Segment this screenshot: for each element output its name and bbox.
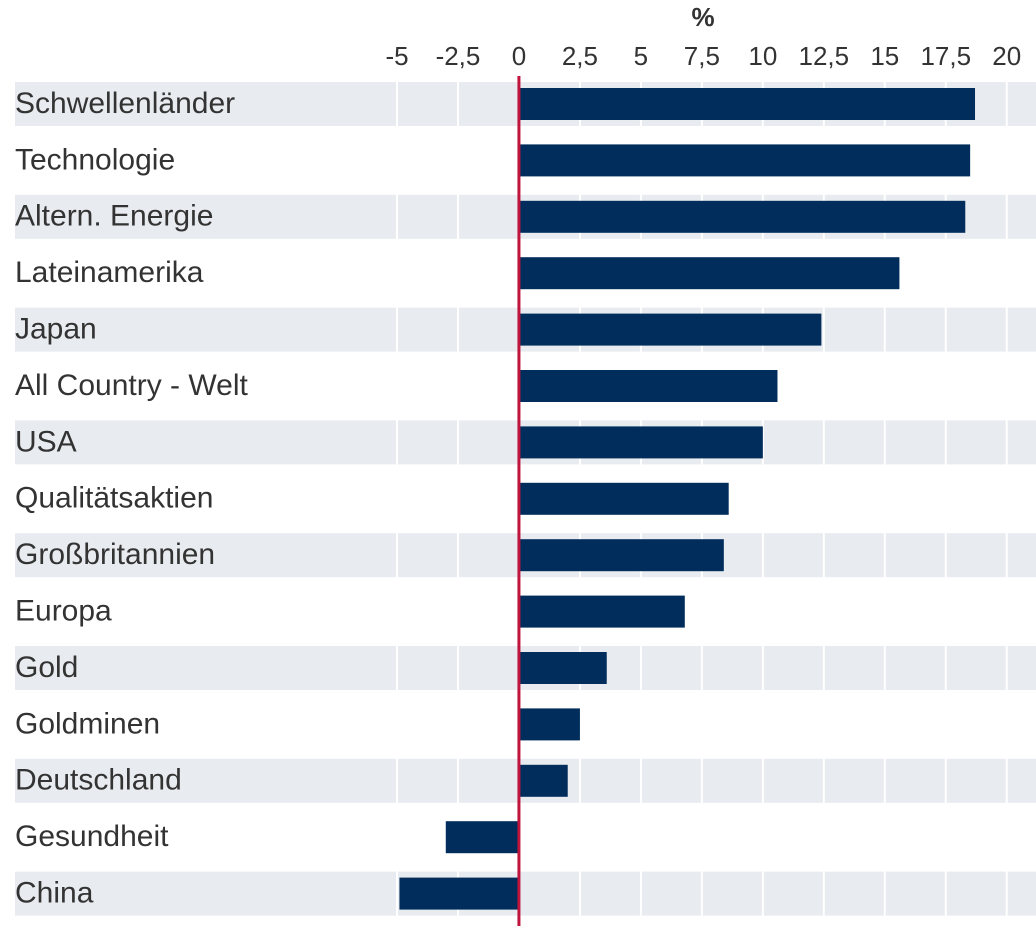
y-tick-label: Technologie [15, 143, 175, 176]
x-tick-label: 17,5 [920, 41, 971, 71]
x-tick-label: 7,5 [684, 41, 720, 71]
y-tick-label: Schwellenländer [15, 87, 235, 120]
x-tick-label: 10 [748, 41, 777, 71]
chart-title: % [691, 2, 714, 32]
bar [518, 652, 607, 684]
bar [518, 426, 763, 459]
bar [518, 708, 580, 741]
y-tick-label: Goldminen [15, 707, 160, 740]
bar [518, 313, 822, 346]
y-tick-label: Altern. Energie [15, 200, 213, 233]
x-tick-label: -2,5 [436, 41, 481, 71]
bar [518, 200, 966, 233]
bar [518, 370, 778, 402]
y-tick-label: Japan [15, 313, 97, 346]
x-tick-label: 15 [870, 41, 899, 71]
y-tick-label: Gold [15, 651, 78, 684]
bar [518, 88, 976, 120]
y-tick-label: Europa [15, 595, 112, 628]
y-tick-label: Qualitätsaktien [15, 482, 213, 515]
y-tick-label: All Country - Welt [15, 369, 249, 402]
x-tick-label: 20 [992, 41, 1021, 71]
bar [518, 595, 685, 628]
bar [518, 257, 900, 290]
bar [518, 144, 971, 177]
y-tick-label: Lateinamerika [15, 256, 204, 289]
x-tick-label: -5 [385, 41, 408, 71]
y-tick-label: Großbritannien [15, 538, 215, 571]
bar [518, 539, 724, 572]
bar [445, 821, 519, 854]
bar [399, 877, 519, 910]
y-tick-label: China [15, 877, 94, 910]
bar [518, 482, 729, 515]
x-tick-label: 5 [634, 41, 648, 71]
x-tick-label: 12,5 [799, 41, 850, 71]
y-tick-label: Gesundheit [15, 820, 169, 853]
y-tick-label: USA [15, 425, 77, 458]
x-tick-label: 2,5 [562, 41, 598, 71]
row-stripe [15, 871, 1036, 916]
y-tick-label: Deutschland [15, 764, 182, 797]
x-tick-label: 0 [512, 41, 526, 71]
bar [518, 764, 568, 797]
